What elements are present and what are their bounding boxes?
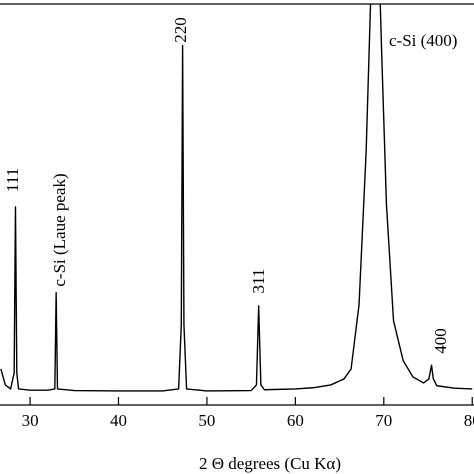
x-tick-label: 40 [110, 411, 127, 430]
peak-annotation: c-Si (Laue peak) [50, 173, 69, 286]
peak-annotation: 111 [3, 168, 22, 192]
peak-annotation: 311 [249, 269, 268, 294]
x-tick-label: 70 [375, 411, 392, 430]
peak-annotation: 220 [171, 17, 190, 43]
x-tick-label: 60 [287, 411, 304, 430]
plot-area [0, 4, 473, 392]
xrd-line [0, 4, 473, 392]
peak-annotation: c-Si (400) [389, 31, 457, 50]
x-tick-label: 50 [198, 411, 215, 430]
x-tick-label: 80 [464, 411, 474, 430]
peak-annotation: 400 [431, 328, 450, 354]
x-tick-label: 30 [22, 411, 39, 430]
x-axis-label: 2 Θ degrees (Cu Kα) [199, 454, 341, 473]
